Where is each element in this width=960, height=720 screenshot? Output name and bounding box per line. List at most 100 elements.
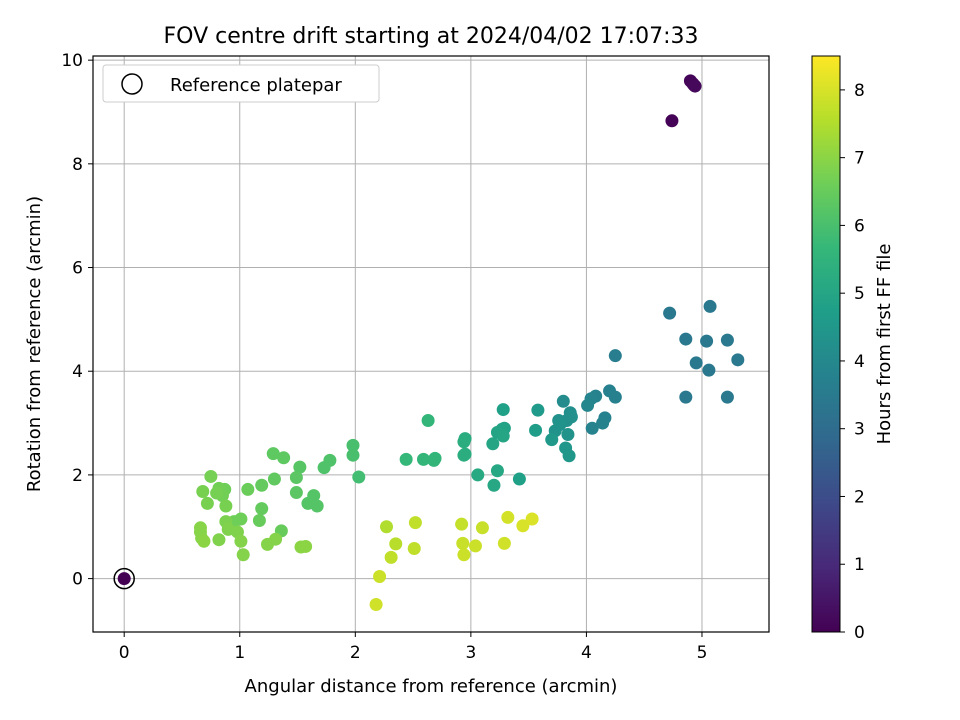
scatter-point xyxy=(665,114,679,128)
scatter-point xyxy=(373,570,387,584)
scatter-point xyxy=(561,427,575,441)
scatter-point xyxy=(117,572,131,586)
grid xyxy=(93,56,769,632)
legend-entry-reference-platepar: Reference platepar xyxy=(170,75,342,96)
scatter-point xyxy=(497,536,511,550)
scatter-point xyxy=(252,514,266,528)
scatter-point xyxy=(289,471,303,485)
scatter-point xyxy=(456,536,470,550)
scatter-point xyxy=(389,537,403,551)
y-tick-label: 4 xyxy=(72,362,83,382)
colorbar-tick-label: 1 xyxy=(854,555,865,575)
colorbar-tick-label: 8 xyxy=(854,81,865,101)
scatter-point xyxy=(384,550,398,564)
colorbar: 0 1 2 3 4 5 6 7 8 Hours from first FF file xyxy=(811,55,895,643)
x-tick-label: 2 xyxy=(350,643,361,663)
x-tick-label: 0 xyxy=(119,643,130,663)
reference-platepar-marker xyxy=(113,567,135,590)
scatter-point xyxy=(689,356,703,370)
colorbar-tick-label: 5 xyxy=(854,284,865,304)
scatter-point xyxy=(663,306,677,320)
scatter-point xyxy=(289,486,303,500)
colorbar-tick-label: 2 xyxy=(854,487,865,507)
scatter-point xyxy=(703,299,717,313)
y-tick-label: 0 xyxy=(72,570,83,590)
scatter-point xyxy=(255,502,269,516)
scatter-point xyxy=(255,478,269,492)
scatter-point xyxy=(475,521,489,535)
scatter-point xyxy=(408,516,422,530)
legend: Reference platepar xyxy=(102,64,380,103)
scatter-point xyxy=(299,539,313,553)
colorbar-ticks: 0 1 2 3 4 5 6 7 8 xyxy=(840,81,865,643)
scatter-point xyxy=(581,398,595,412)
y-tick-label: 6 xyxy=(72,259,83,279)
scatter-point xyxy=(269,532,283,546)
scatter-point xyxy=(496,429,510,443)
scatter-point xyxy=(700,334,714,348)
scatter-point xyxy=(512,472,526,486)
scatter-point xyxy=(346,448,360,462)
scatter-point xyxy=(468,539,482,553)
scatter-point xyxy=(301,496,315,510)
x-tick-label: 5 xyxy=(697,643,708,663)
colorbar-tick-label: 3 xyxy=(854,420,865,440)
scatter-point xyxy=(369,598,383,612)
scatter-point xyxy=(277,451,291,465)
scatter-point xyxy=(267,472,281,486)
scatter-point xyxy=(487,478,501,492)
scatter-point xyxy=(471,468,485,482)
legend-box xyxy=(102,64,380,103)
colorbar-tick-label: 4 xyxy=(854,352,865,372)
y-tick-label: 10 xyxy=(61,51,83,71)
scatter-point xyxy=(457,548,471,562)
scatter-point xyxy=(210,486,224,500)
scatter-point xyxy=(416,452,430,466)
scatter-point xyxy=(196,484,210,498)
scatter-point xyxy=(720,333,734,347)
y-axis-ticks: 0 2 4 6 8 10 xyxy=(61,51,93,590)
y-tick-label: 8 xyxy=(72,155,83,175)
scatter-point xyxy=(486,437,500,451)
scatter-point xyxy=(197,534,211,548)
scatter-point xyxy=(688,79,702,93)
scatter-points xyxy=(113,74,745,612)
scatter-point xyxy=(516,519,530,533)
plot-frame xyxy=(92,55,770,633)
scatter-point xyxy=(266,447,280,461)
legend-marker xyxy=(121,73,143,95)
colorbar-gradient xyxy=(811,55,841,633)
scatter-point xyxy=(352,470,366,484)
scatter-point xyxy=(457,435,471,449)
scatter-point xyxy=(545,433,559,447)
scatter-point xyxy=(679,332,693,346)
scatter-point xyxy=(346,438,360,452)
scatter-point xyxy=(720,390,734,404)
scatter-point xyxy=(531,403,545,417)
scatter-point xyxy=(608,349,622,363)
colorbar-label: Hours from first FF file xyxy=(874,244,895,445)
scatter-point xyxy=(608,390,622,404)
scatter-point xyxy=(204,469,218,483)
y-tick-label: 2 xyxy=(72,466,83,486)
scatter-point xyxy=(501,510,515,524)
y-axis-label: Rotation from reference (arcmin) xyxy=(24,196,45,492)
scatter-point xyxy=(427,453,441,467)
chart-title: FOV centre drift starting at 2024/04/02 … xyxy=(164,24,699,49)
scatter-point xyxy=(458,447,472,461)
x-tick-label: 1 xyxy=(234,643,245,663)
colorbar-tick-label: 7 xyxy=(854,149,865,169)
scatter-point xyxy=(212,533,226,547)
colorbar-tick-label: 0 xyxy=(854,623,865,643)
scatter-point xyxy=(234,534,248,548)
scatter-point xyxy=(556,394,570,408)
scatter-point xyxy=(585,421,599,435)
scatter-point xyxy=(490,464,504,478)
scatter-point xyxy=(455,517,469,531)
scatter-point xyxy=(407,542,421,556)
scatter-point xyxy=(679,390,693,404)
x-axis-label: Angular distance from reference (arcmin) xyxy=(245,676,618,697)
scatter-point xyxy=(380,520,394,534)
scatter-point xyxy=(236,548,250,562)
